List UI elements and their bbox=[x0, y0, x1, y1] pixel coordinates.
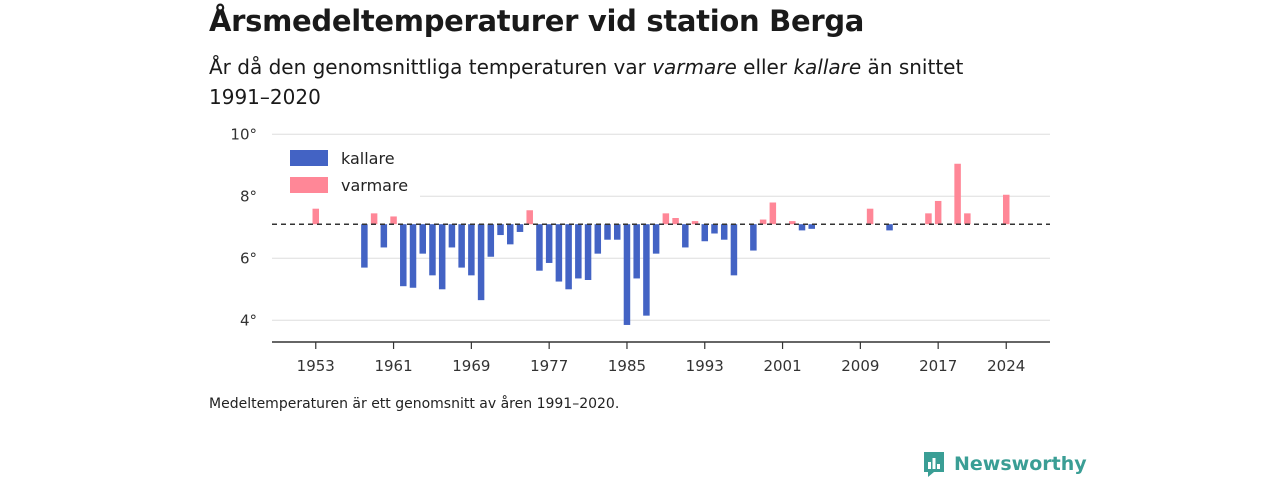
x-tick-label: 2009 bbox=[841, 357, 879, 375]
brand-name: Newsworthy bbox=[954, 453, 1087, 475]
y-tick-label: 10° bbox=[230, 125, 257, 143]
bar-kallare-1966 bbox=[438, 224, 446, 290]
y-tick-label: 6° bbox=[240, 249, 257, 267]
bar-kallare-1960 bbox=[380, 224, 388, 248]
bar-varmare-1961 bbox=[390, 216, 397, 225]
bar-kallare-1985 bbox=[623, 224, 631, 325]
bar-kallare-1968 bbox=[458, 224, 465, 268]
bar-kallare-1972 bbox=[497, 224, 504, 236]
bar-kallare-1958 bbox=[361, 224, 368, 268]
subtitle-text-middle: eller bbox=[736, 55, 794, 79]
legend-label-kallare: kallare bbox=[341, 149, 395, 168]
bar-varmare-1959 bbox=[370, 213, 378, 225]
bar-kallare-1991 bbox=[682, 224, 689, 248]
bar-kallare-2003 bbox=[798, 224, 806, 231]
bar-kallare-1974 bbox=[516, 224, 524, 232]
x-tick-label: 1969 bbox=[452, 357, 490, 375]
newsworthy-logo-icon bbox=[924, 452, 944, 477]
x-tick-label: 2024 bbox=[987, 357, 1025, 375]
subtitle-warm-word: varmare bbox=[652, 55, 737, 79]
bar-kallare-1988 bbox=[652, 224, 660, 254]
bar-kallare-1967 bbox=[448, 224, 456, 248]
x-axis-ticks: 1953 1961 1969 1977 1985 1993 2001 2009 2017 2024 bbox=[297, 342, 1025, 375]
page-title: Årsmedeltemperaturer vid station Berga bbox=[209, 4, 865, 38]
bar-kallare-1996 bbox=[730, 224, 738, 276]
y-tick-label: 4° bbox=[240, 311, 257, 329]
bar-varmare-1975 bbox=[526, 210, 533, 225]
bar-kallare-1984 bbox=[613, 224, 621, 240]
y-tick-label: 8° bbox=[240, 187, 257, 205]
bar-varmare-2017 bbox=[934, 200, 942, 225]
bar-kallare-1979 bbox=[565, 224, 572, 290]
bar-kallare-1983 bbox=[604, 224, 611, 240]
bar-kallare-1993 bbox=[701, 224, 709, 242]
y-axis-ticks: 4° 6° 8° 10° bbox=[230, 125, 257, 329]
bar-kallare-1965 bbox=[429, 224, 436, 276]
bar-varmare-2020 bbox=[964, 213, 971, 225]
bar-kallare-1981 bbox=[584, 224, 592, 280]
legend-label-varmare: varmare bbox=[341, 176, 408, 195]
bar-varmare-2000 bbox=[769, 202, 777, 225]
bar-kallare-1995 bbox=[720, 224, 728, 240]
bar-kallare-1962 bbox=[400, 224, 407, 287]
subtitle-text-end: än snittet 1991–2020 bbox=[209, 55, 964, 109]
legend-swatch-kallare bbox=[290, 150, 328, 166]
bar-kallare-1980 bbox=[575, 224, 582, 279]
bar-kallare-2012 bbox=[886, 224, 893, 231]
x-tick-label: 1977 bbox=[530, 357, 568, 375]
bar-varmare-1992 bbox=[691, 221, 699, 225]
temperature-bar-chart: 4° 6° 8° 10° 1953 1961 1969 1977 1985 1993 2001 20… bbox=[230, 125, 1050, 375]
bar-kallare-1978 bbox=[555, 224, 563, 282]
x-tick-label: 1953 bbox=[297, 357, 335, 375]
bar-kallare-1994 bbox=[711, 224, 718, 234]
legend-background bbox=[272, 135, 420, 205]
chart-subtitle: År då den genomsnittliga temperaturen va… bbox=[209, 52, 1029, 112]
x-tick-label: 2001 bbox=[763, 357, 801, 375]
x-tick-label: 1985 bbox=[608, 357, 646, 375]
bar-kallare-2004 bbox=[808, 224, 815, 229]
footnote: Medeltemperaturen är ett genomsnitt av å… bbox=[209, 396, 620, 412]
legend: kallare varmare bbox=[272, 135, 420, 205]
bar-kallare-1970 bbox=[477, 224, 485, 301]
bar-varmare-1953 bbox=[312, 208, 320, 225]
x-tick-label: 2017 bbox=[919, 357, 957, 375]
legend-swatch-varmare bbox=[290, 177, 328, 193]
newsworthy-logo[interactable]: Newsworthy bbox=[922, 450, 1087, 478]
x-tick-label: 1961 bbox=[374, 357, 412, 375]
bar-kallare-1963 bbox=[409, 224, 417, 288]
bar-varmare-2010 bbox=[866, 208, 874, 225]
bar-kallare-1977 bbox=[545, 224, 553, 263]
bar-varmare-2002 bbox=[789, 221, 796, 225]
subtitle-text-start: År då den genomsnittliga temperaturen va… bbox=[209, 55, 653, 79]
bar-kallare-1982 bbox=[594, 224, 602, 254]
bar-kallare-1973 bbox=[507, 224, 514, 245]
bar-varmare-2024 bbox=[1002, 194, 1010, 225]
bar-kallare-1976 bbox=[536, 224, 543, 271]
bar-varmare-1989 bbox=[662, 213, 670, 225]
bar-varmare-2019 bbox=[954, 163, 961, 225]
bar-kallare-1964 bbox=[419, 224, 426, 254]
bar-varmare-1999 bbox=[759, 219, 767, 225]
bar-kallare-1986 bbox=[633, 224, 640, 279]
bar-varmare-2016 bbox=[925, 213, 932, 225]
bar-kallare-1969 bbox=[468, 224, 475, 276]
subtitle-cold-word: kallare bbox=[793, 55, 862, 79]
bar-varmare-1990 bbox=[672, 218, 679, 225]
bar-kallare-1987 bbox=[643, 224, 650, 316]
bars bbox=[312, 163, 1010, 325]
x-tick-label: 1993 bbox=[686, 357, 724, 375]
bar-kallare-1971 bbox=[487, 224, 495, 257]
bar-kallare-1998 bbox=[750, 224, 757, 251]
